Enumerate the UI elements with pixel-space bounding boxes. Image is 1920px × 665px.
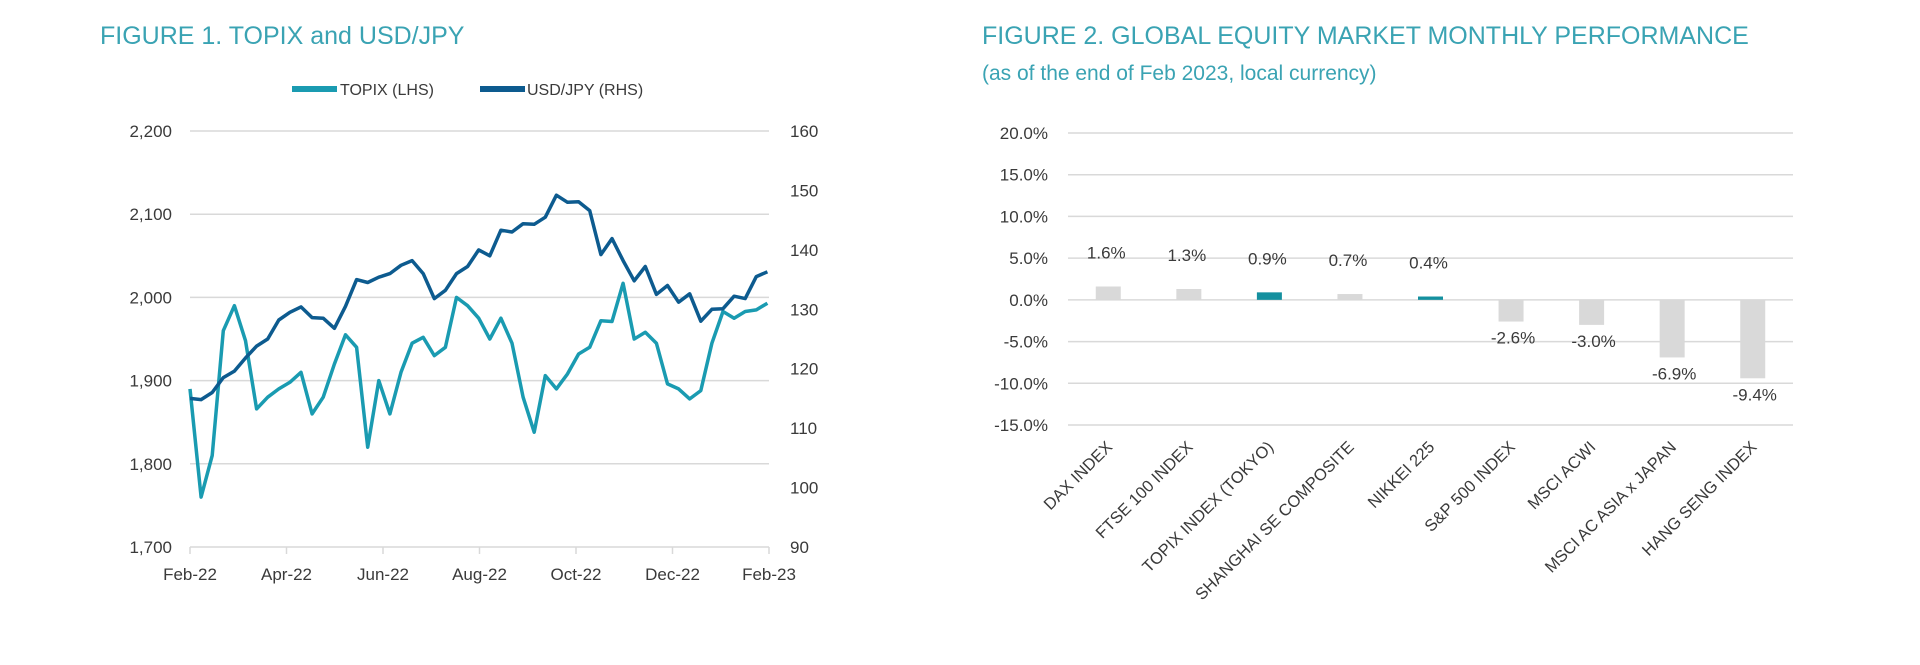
figure-2-subtitle: (as of the end of Feb 2023, local curren… xyxy=(982,62,1377,85)
y-tick-label: 5.0% xyxy=(1009,249,1048,268)
category-label: MSCI ACWI xyxy=(1524,438,1599,513)
y-tick-label: 15.0% xyxy=(1000,166,1048,185)
y-left-tick-label: 1,900 xyxy=(129,372,172,391)
x-tick-label: Oct-22 xyxy=(550,565,601,584)
bar xyxy=(1256,292,1282,300)
y-right-tick-label: 120 xyxy=(790,360,818,379)
bar xyxy=(1740,299,1766,379)
bar xyxy=(1659,299,1685,358)
legend-label-usdjpy: USD/JPY (RHS) xyxy=(527,82,643,99)
x-tick-label: Aug-22 xyxy=(452,565,507,584)
y-tick-label: -5.0% xyxy=(1004,333,1048,352)
y-tick-label: -10.0% xyxy=(994,374,1048,393)
data-label: -2.6% xyxy=(1491,329,1535,348)
data-label: 1.3% xyxy=(1167,246,1206,265)
bar xyxy=(1176,289,1202,300)
y-left-tick-label: 1,700 xyxy=(129,538,172,557)
y-right-tick-label: 100 xyxy=(790,479,818,498)
y-right-tick-label: 140 xyxy=(790,241,818,260)
y-right-tick-label: 160 xyxy=(790,122,818,141)
y-left-tick-label: 2,000 xyxy=(129,288,172,307)
x-tick-label: Dec-22 xyxy=(645,565,700,584)
y-tick-label: 10.0% xyxy=(1000,207,1048,226)
y-tick-label: 0.0% xyxy=(1009,291,1048,310)
y-right-tick-label: 90 xyxy=(790,538,809,557)
figure-1-title: FIGURE 1. TOPIX and USD/JPY xyxy=(100,22,465,50)
y-tick-label: 20.0% xyxy=(1000,124,1048,143)
usdjpy-line xyxy=(189,193,769,402)
data-label: -3.0% xyxy=(1571,332,1615,351)
y-tick-label: -15.0% xyxy=(994,416,1048,435)
y-right-tick-label: 150 xyxy=(790,181,818,200)
category-label: MSCI AC ASIA x JAPAN xyxy=(1542,438,1680,576)
category-label: DAX INDEX xyxy=(1040,438,1116,514)
data-label: 0.7% xyxy=(1329,251,1368,270)
bar xyxy=(1498,299,1524,322)
bar xyxy=(1337,294,1363,300)
legend: TOPIX (LHS) USD/JPY (RHS) xyxy=(292,82,643,99)
x-tick-label: Apr-22 xyxy=(261,565,312,584)
legend-label-topix: TOPIX (LHS) xyxy=(340,82,434,99)
bar xyxy=(1579,299,1605,325)
bar xyxy=(1418,296,1443,300)
y-left-tick-label: 1,800 xyxy=(129,455,172,474)
category-label: TOPIX INDEX (TOKYO) xyxy=(1139,438,1277,576)
figure-2-title: FIGURE 2. GLOBAL EQUITY MARKET MONTHLY P… xyxy=(982,22,1749,50)
figure-1-line-chart: TOPIX (LHS) USD/JPY (RHS) 1,700 1,800 1,90… xyxy=(129,82,818,584)
x-tick-label: Jun-22 xyxy=(357,565,409,584)
data-label: 0.4% xyxy=(1409,254,1448,273)
data-label: -9.4% xyxy=(1733,385,1777,404)
category-label: SHANGHAI SE COMPOSITE xyxy=(1192,438,1358,604)
x-tick-label: Feb-23 xyxy=(742,565,796,584)
x-tick-label: Feb-22 xyxy=(163,565,217,584)
bar xyxy=(1095,286,1121,300)
data-label: 0.9% xyxy=(1248,249,1287,268)
y-right-tick-label: 130 xyxy=(790,300,818,319)
y-right-tick-label: 110 xyxy=(790,419,817,438)
data-label: 1.6% xyxy=(1087,244,1126,263)
y-left-tick-label: 2,200 xyxy=(129,122,172,141)
data-label: -6.9% xyxy=(1652,364,1696,383)
figure-2-bar-chart: -15.0% -10.0% -5.0% 0.0% 5.0% 10.0% 15.0% 20.0%… xyxy=(994,124,1793,604)
y-left-tick-label: 2,100 xyxy=(129,205,172,224)
topix-line xyxy=(188,281,769,499)
category-label: NIKKEI 225 xyxy=(1365,438,1439,512)
